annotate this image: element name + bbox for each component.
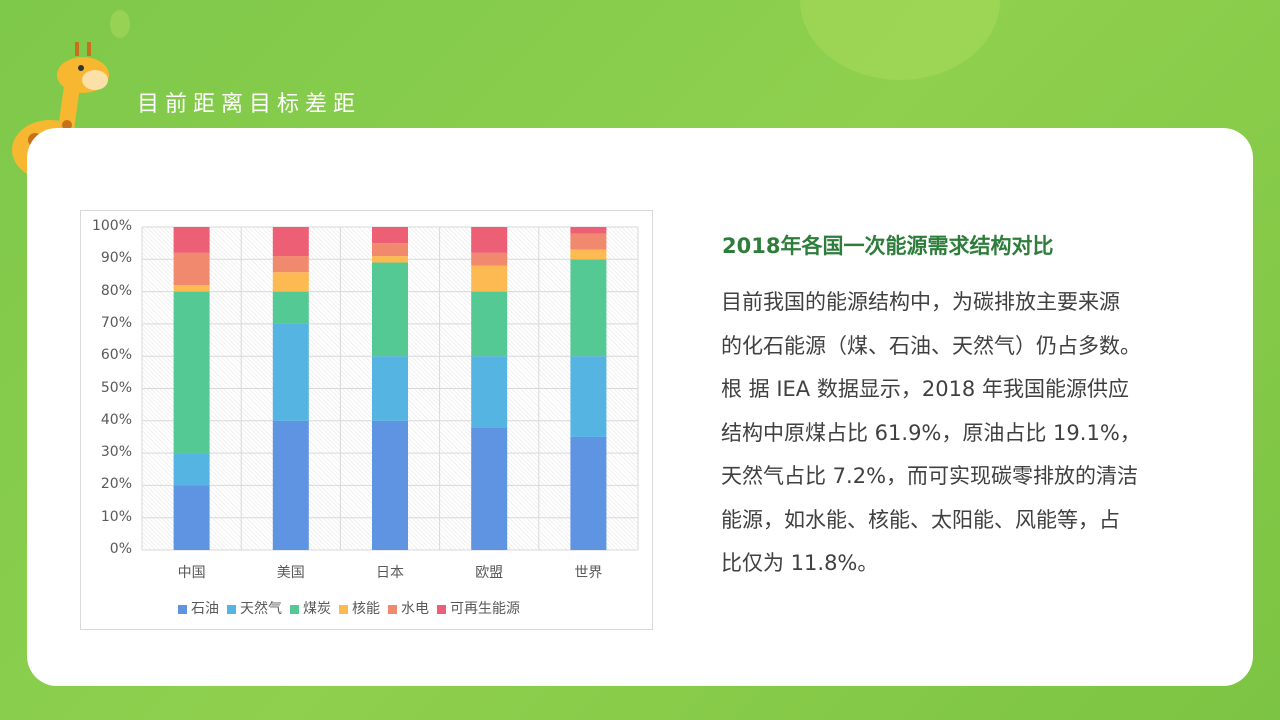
body-line: 目前我国的能源结构中，为碳排放主要来源 [721,290,1120,314]
x-tick-label: 日本 [376,565,404,581]
bar-segment-水电 [173,252,210,286]
bar-segment-天然气 [372,356,408,421]
y-tick-label: 90% [100,250,132,267]
bar-segment-煤炭 [372,262,408,357]
body-line: 根 据 IEA 数据显示，2018 年我国能源供应 [721,377,1129,401]
body-text: 目前我国的能源结构中，为碳排放主要来源 的化石能源（煤、石油、天然气）仍占多数。根… [721,281,1141,586]
y-tick-label: 20% [100,476,132,493]
legend-item: 石油 [178,598,219,618]
legend-label: 水电 [401,601,429,617]
y-tick-label: 10% [100,508,132,525]
legend-item: 天然气 [227,598,282,618]
bar-segment-天然气 [173,453,210,486]
legend-swatch [290,604,299,614]
legend-swatch [339,604,348,614]
bar-segment-天然气 [272,323,309,421]
y-tick-label: 100% [91,218,132,234]
bar-segment-石油 [272,420,309,550]
bar-segment-煤炭 [570,259,607,357]
body-line: 结构中原煤占比 61.9%，原油占比 19.1%， [721,420,1141,445]
bar-segment-可再生能源 [570,227,607,234]
bar-segment-核能 [471,265,508,292]
section-heading: 2018年各国一次能源需求结构对比 [722,234,1054,258]
bar-segment-石油 [372,420,408,550]
legend-label: 石油 [191,601,219,617]
bar-segment-核能 [272,272,309,292]
y-tick-label: 30% [100,444,132,461]
bar-segment-可再生能源 [471,227,508,253]
bar-segment-水电 [372,243,408,257]
legend-item: 可再生能源 [437,598,520,618]
y-tick-label: 40% [100,411,132,428]
body-line: 的化石能源（煤、石油、天然气）仍占多数。 [721,333,1141,358]
bar-segment-水电 [471,252,508,266]
legend-item: 煤炭 [290,598,331,618]
legend-label: 核能 [352,601,380,617]
bar-segment-天然气 [471,356,508,428]
legend-item: 核能 [339,598,380,618]
legend-swatch [227,604,236,614]
x-tick-label: 世界 [574,565,603,581]
body-line: 能源，如水能、核能、太阳能、风能等，占 [721,507,1120,532]
legend-label: 天然气 [240,601,282,617]
bar-segment-可再生能源 [372,227,408,244]
y-tick-label: 0% [109,541,132,557]
y-tick-label: 80% [100,282,132,299]
bar-segment-石油 [173,485,210,550]
body-line: 比仅为 11.8%。 [721,551,879,575]
bar-segment-核能 [173,285,210,292]
page-title: 目前距离目标差距 [137,92,362,117]
bar-segment-可再生能源 [173,227,210,253]
bar-segment-可再生能源 [272,227,309,257]
bar-segment-石油 [570,436,607,550]
bar-segment-水电 [570,233,607,250]
bar-segment-水电 [272,256,309,273]
y-tick-label: 70% [100,314,132,331]
bar-segment-石油 [471,427,508,550]
bar-segment-煤炭 [272,291,309,324]
legend-swatch [178,604,187,614]
bar-segment-天然气 [570,356,607,437]
x-tick-label: 美国 [276,565,305,581]
legend-swatch [437,604,446,614]
legend-item: 水电 [388,598,429,618]
bar-segment-核能 [372,256,408,263]
legend-swatch [388,604,397,614]
bar-segment-煤炭 [173,291,210,454]
legend-label: 可再生能源 [450,601,520,617]
y-tick-label: 60% [100,347,132,364]
bar-segment-煤炭 [471,291,508,357]
legend-label: 煤炭 [303,601,331,617]
chart-legend: 石油 天然气 煤炭 核能 水电 可再生能源 [178,598,520,618]
x-tick-label: 中国 [177,565,206,581]
body-line: 天然气占比 7.2%，而可实现碳零排放的清洁 [721,464,1139,488]
x-tick-label: 欧盟 [475,565,504,581]
bar-segment-核能 [570,249,607,260]
y-tick-label: 50% [100,379,132,396]
